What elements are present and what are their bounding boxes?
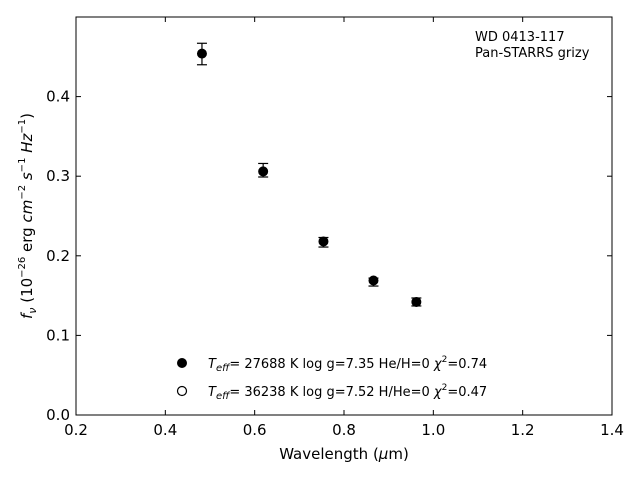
x-tick-label: 0.4 <box>153 421 177 439</box>
y-tick-label: 0.3 <box>46 167 70 185</box>
y-tick-label: 0.0 <box>46 406 70 424</box>
x-tick-label: 1.2 <box>511 421 535 439</box>
legend-marker-filled <box>177 358 187 368</box>
legend-marker-open <box>176 385 188 397</box>
data-point <box>318 236 329 247</box>
x-tick-label: 1.0 <box>421 421 445 439</box>
x-axis-label: Wavelength (μm) <box>279 445 409 463</box>
x-tick-label: 0.8 <box>332 421 356 439</box>
data-point <box>258 166 269 177</box>
legend-entry-2: Teff= 36238 K log g=7.52 H/He=0 χ2=0.47 <box>208 383 487 402</box>
legend-entry-1: Teff= 27688 K log g=7.35 He/H=0 χ2=0.74 <box>208 355 487 374</box>
legend: Teff= 27688 K log g=7.35 He/H=0 χ2=0.74 … <box>176 355 487 402</box>
y-axis-label: fν (10−26 erg cm−2 s−1 Hz−1) <box>17 113 39 319</box>
data-point <box>196 48 207 59</box>
data-point <box>411 296 422 307</box>
data-point <box>368 275 379 286</box>
x-tick-label: 0.6 <box>243 421 267 439</box>
y-tick-label: 0.1 <box>46 326 70 344</box>
y-tick-label: 0.2 <box>46 247 70 265</box>
y-tick-label: 0.4 <box>46 88 70 106</box>
x-tick-label: 0.2 <box>64 421 88 439</box>
plot-frame <box>75 16 613 416</box>
plot-area: 0.2 0.4 0.6 0.8 1.0 1.2 1.4 0.0 0.1 0.2 0.3 0.4 <box>46 16 624 439</box>
annotation-object-name: WD 0413-117 <box>475 30 565 45</box>
annotation-survey: Pan-STARRS grizy <box>475 46 590 61</box>
x-tick-label: 1.4 <box>600 421 624 439</box>
